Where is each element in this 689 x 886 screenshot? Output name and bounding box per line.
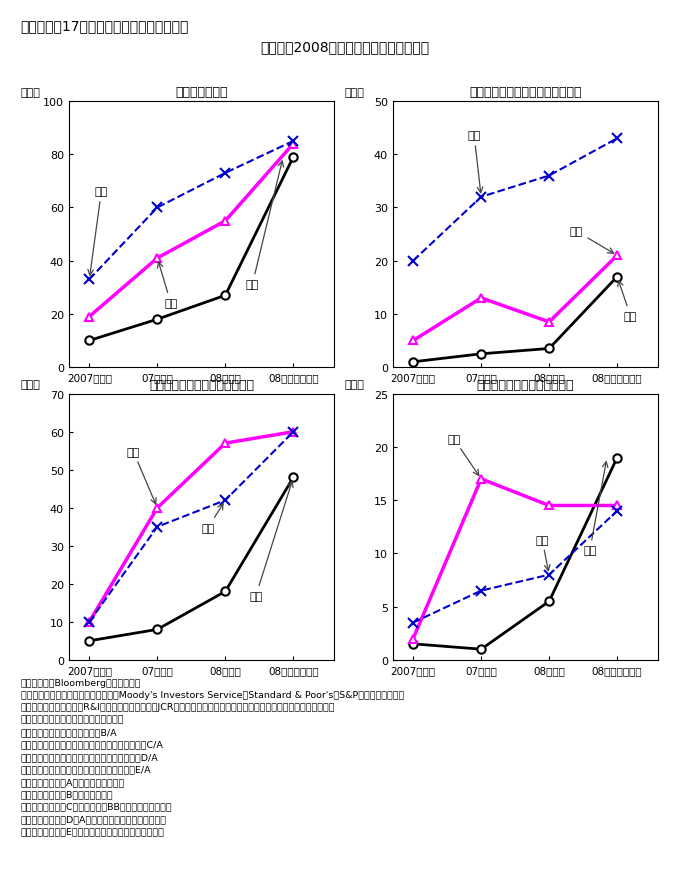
Title: （３）高格付けからの格下げ率: （３）高格付けからの格下げ率 — [149, 378, 254, 392]
Text: の新規取得等は含まない。: の新規取得等は含まない。 — [21, 715, 124, 724]
Text: 欧州: 欧州 — [570, 227, 614, 254]
Text: D：A格以上から格下げとなった件数: D：A格以上から格下げとなった件数 — [21, 814, 167, 823]
Text: A：格付け変更の件数: A：格付け変更の件数 — [21, 777, 125, 786]
Text: （備考）１．Bloombergにより作成。: （備考）１．Bloombergにより作成。 — [21, 678, 141, 687]
Text: 日本: 日本 — [249, 482, 293, 602]
Text: 欧州: 欧州 — [127, 447, 156, 504]
Title: （２）投機的格付けへの格下げ率: （２）投機的格付けへの格下げ率 — [469, 86, 582, 99]
Text: 米国: 米国 — [535, 535, 550, 571]
Text: ２．信用格付けのデータは、Moody's Investors Service、Standard & Poor's（S&P）、格付投資情報: ２．信用格付けのデータは、Moody's Investors Service、S… — [21, 690, 404, 699]
Text: （３）高格付けからの格下げ率＝D/A: （３）高格付けからの格下げ率＝D/A — [21, 752, 158, 761]
Text: 日本: 日本 — [583, 462, 608, 556]
Text: 第２－１－17図　日米欧の格下げ率の動向: 第２－１－17図 日米欧の格下げ率の動向 — [21, 19, 189, 34]
Text: E：二段階以上の格下げとなった件数: E：二段階以上の格下げとなった件数 — [21, 827, 165, 835]
Text: 米国: 米国 — [468, 131, 483, 193]
Text: （２）投機的格付けへの格下げ率＝C/A: （２）投機的格付けへの格下げ率＝C/A — [21, 740, 163, 749]
Text: 日本: 日本 — [246, 162, 284, 290]
Text: B：格下げの件数: B：格下げの件数 — [21, 789, 113, 798]
Text: ３．（１）格下げ率＝B/A: ３．（１）格下げ率＝B/A — [21, 727, 117, 736]
Text: 米国: 米国 — [201, 504, 223, 533]
Text: 米国: 米国 — [88, 187, 108, 276]
Text: C：格下げ後にBB格以下となった件数: C：格下げ後にBB格以下となった件数 — [21, 802, 172, 811]
Text: （％）: （％） — [344, 380, 364, 390]
Text: （％）: （％） — [21, 380, 41, 390]
Text: センター（R&I）、日本格付研究所（JCR）による長期債務格付けであり、格付け見通しの変更や格付け: センター（R&I）、日本格付研究所（JCR）による長期債務格付けであり、格付け見… — [21, 703, 335, 711]
Text: 日本では2008年下期に格下げ率が急上昇: 日本では2008年下期に格下げ率が急上昇 — [260, 40, 429, 54]
Text: 日本: 日本 — [617, 281, 637, 322]
Text: （％）: （％） — [344, 88, 364, 97]
Text: 欧州: 欧州 — [447, 434, 479, 476]
Title: （４）二段階以上の格下げ率: （４）二段階以上の格下げ率 — [477, 378, 574, 392]
Text: （％）: （％） — [21, 88, 41, 97]
Text: 欧州: 欧州 — [158, 263, 177, 308]
Text: （４）二段階以上の格下げ率＝E/A: （４）二段階以上の格下げ率＝E/A — [21, 765, 152, 773]
Title: （１）格下げ率: （１）格下げ率 — [175, 86, 228, 99]
